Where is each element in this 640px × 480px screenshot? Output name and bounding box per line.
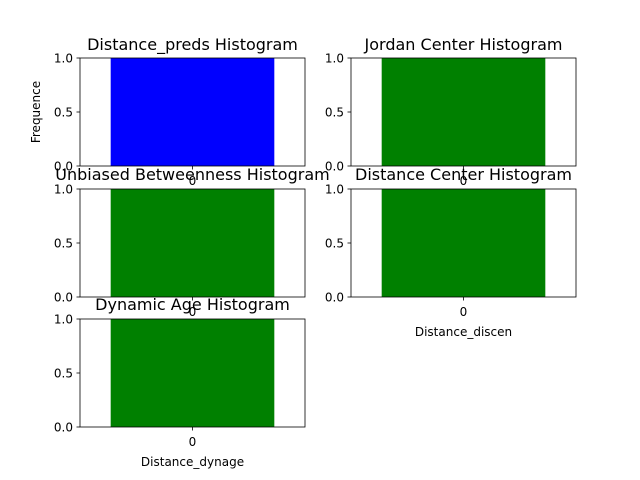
y-tick-label: 0.5 — [325, 106, 344, 120]
x-tick-label: 0 — [189, 305, 197, 319]
y-tick-label: 0.5 — [54, 237, 73, 251]
y-tick-label: 1.0 — [54, 183, 73, 197]
x-axis-label: Distance_dynage — [141, 455, 244, 469]
x-tick-label: 0 — [189, 174, 197, 188]
subplot-title: Distance_preds Histogram — [87, 35, 298, 55]
y-tick-label: 1.0 — [54, 52, 73, 66]
histogram-bar — [381, 58, 546, 166]
subplot-2: 0.0 0.5 1.0 0 Jordan Center Histogram — [325, 35, 577, 188]
y-tick-label: 1.0 — [54, 313, 73, 327]
y-tick-label: 0.0 — [54, 421, 73, 435]
y-tick-label: 0.0 — [325, 160, 344, 174]
y-tick-label: 0.0 — [54, 291, 73, 305]
y-tick-label: 1.0 — [325, 52, 344, 66]
subplot-title: Unbiased Betweenness Histogram — [55, 165, 329, 184]
x-tick-label: 0 — [460, 305, 468, 319]
x-tick-label: 0 — [189, 435, 197, 449]
histogram-bar — [110, 58, 275, 166]
x-tick-label: 0 — [460, 174, 468, 188]
y-tick-label: 0.0 — [54, 160, 73, 174]
y-tick-label: 0.5 — [325, 237, 344, 251]
subplot-1: 0.0 0.5 1.0 0 Frequence Distance_preds Histog… — [29, 35, 306, 188]
x-axis-label: Distance_discen — [415, 325, 512, 339]
subplot-title: Jordan Center Histogram — [364, 35, 563, 54]
subplot-5: 0.0 0.5 1.0 0 Distance_dynage Dynamic Age His… — [54, 295, 306, 469]
y-tick-label: 0.5 — [54, 106, 73, 120]
subplot-4: 0.0 0.5 1.0 0 Distance_discen Distance Center… — [325, 165, 577, 339]
histogram-bar — [110, 189, 275, 297]
y-tick-label: 0.5 — [54, 367, 73, 381]
histogram-bar — [110, 319, 275, 427]
subplot-title: Dynamic Age Histogram — [95, 295, 290, 314]
y-tick-label: 0.0 — [325, 291, 344, 305]
y-axis-label: Frequence — [29, 81, 43, 143]
y-tick-label: 1.0 — [325, 183, 344, 197]
histogram-bar — [381, 189, 546, 297]
subplot-title: Distance Center Histogram — [355, 165, 572, 184]
